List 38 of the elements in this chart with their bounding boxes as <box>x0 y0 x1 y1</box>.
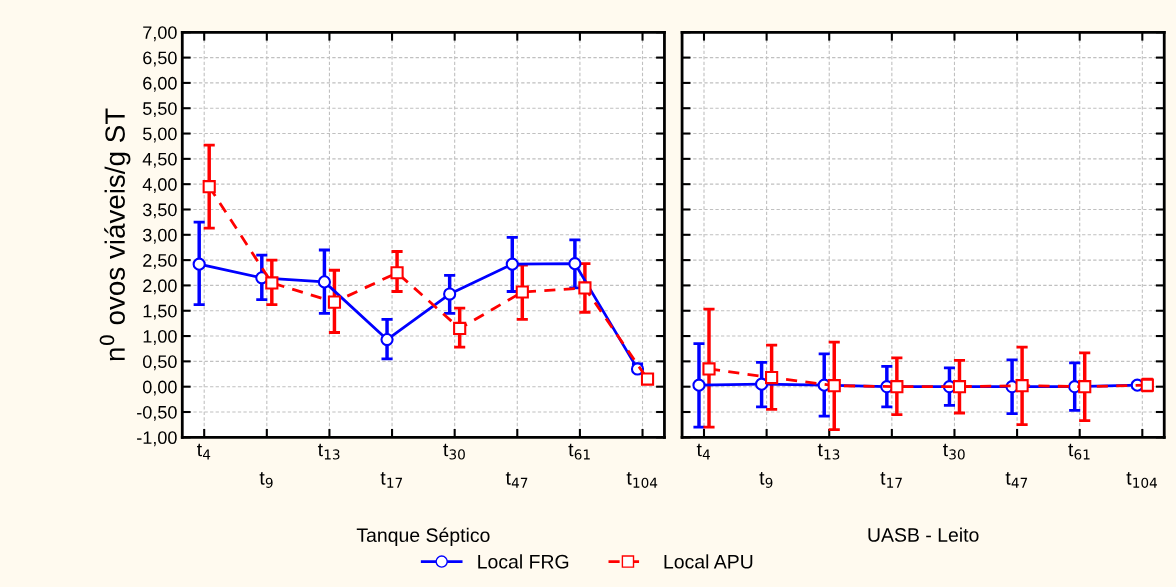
x-axis-title: Tanque Séptico <box>356 527 490 546</box>
y-tick-label: 0,00 <box>142 380 177 396</box>
y-tick-label: -1,00 <box>137 431 177 447</box>
y-tick-label: 5,50 <box>143 102 177 118</box>
x-tick-label: t$_{30}$ <box>943 443 965 460</box>
y-tick-label: 6,00 <box>143 76 177 92</box>
y-tick-label: 6,50 <box>143 51 177 67</box>
y-tick-label: 3,00 <box>142 228 177 244</box>
x-tick-label: t$_{47}$ <box>1005 471 1028 488</box>
x-axis-title: UASB - Leito <box>868 527 979 542</box>
legend-label: Local APU <box>664 554 753 569</box>
x-tick-label: t$_{61}$ <box>568 443 590 460</box>
y-tick-label: 5,00 <box>143 127 177 143</box>
y-tick-label: 7,00 <box>143 26 177 42</box>
y-tick-label: 2,00 <box>143 279 177 295</box>
x-tick-label: t$_{17}$ <box>380 471 403 488</box>
x-tick-label: t$_{30}$ <box>443 443 465 460</box>
y-tick-label: 4,50 <box>142 152 177 168</box>
x-tick-label: t$_{47}$ <box>505 471 528 488</box>
x-tick-label: t$_{104}$ <box>1126 471 1157 488</box>
y-tick-label: -0,50 <box>137 405 177 421</box>
y-tick-label: 4,00 <box>142 178 177 194</box>
legend-label: Local FRG <box>478 554 569 569</box>
x-tick-label: t$_{17}$ <box>880 471 902 488</box>
x-tick-label: t$_{61}$ <box>1068 443 1090 460</box>
x-tick-label: t$_{4}$ <box>197 443 211 460</box>
x-tick-label: t$_{104}$ <box>626 471 658 488</box>
x-tick-label: t$_{9}$ <box>259 471 273 488</box>
x-tick-label: t$_{13}$ <box>317 443 340 460</box>
x-tick-label: t$_{4}$ <box>696 443 710 460</box>
y-tick-label: 2,50 <box>143 254 177 269</box>
y-tick-label: 1,00 <box>143 329 177 345</box>
y-tick-label: 0,50 <box>142 355 177 371</box>
x-tick-label: t$_{13}$ <box>817 443 840 460</box>
y-tick-label: 1,50 <box>143 304 177 320</box>
y-tick-label: 3,50 <box>142 203 177 219</box>
x-tick-label: t$_{9}$ <box>759 471 773 488</box>
y-axis-title: n$^{0}$ ovos viáveis/g ST <box>99 108 131 361</box>
